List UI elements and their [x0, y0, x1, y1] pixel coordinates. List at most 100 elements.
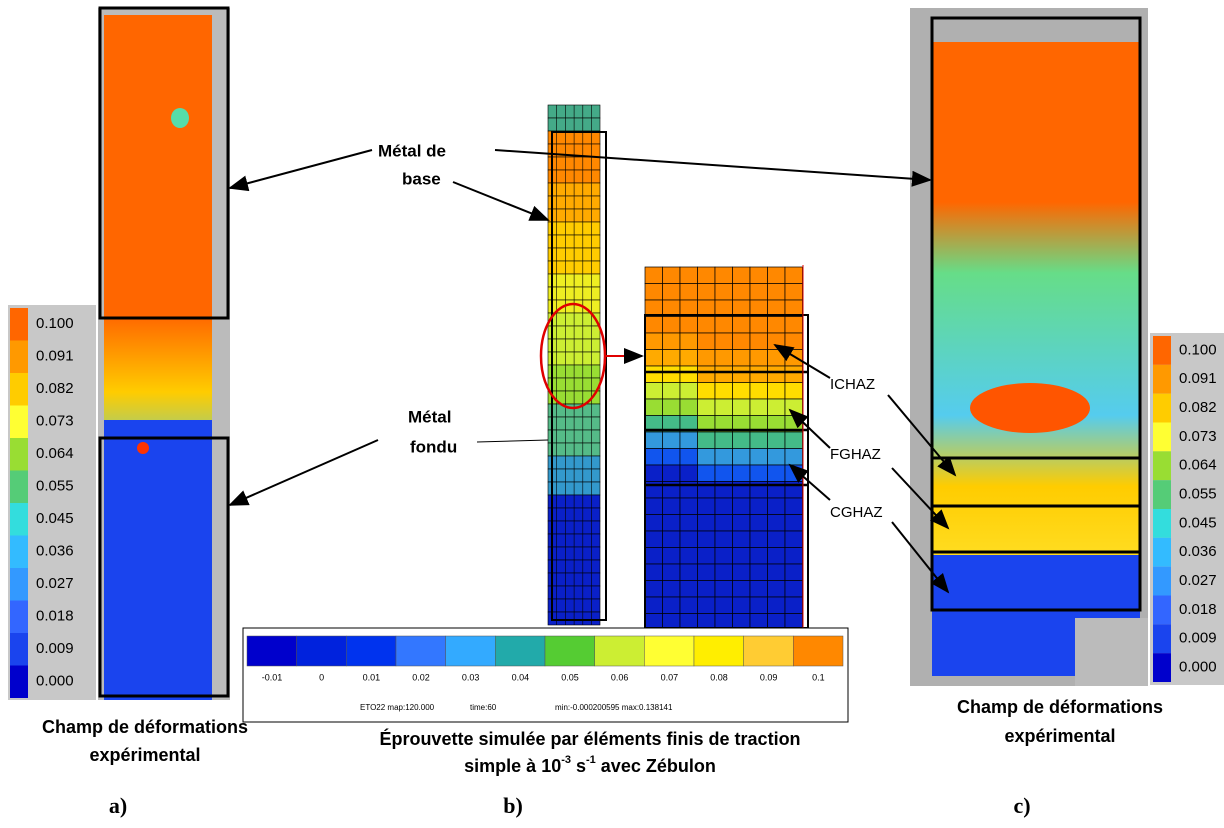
mesh-cell	[732, 349, 751, 367]
caption: Éprouvette simulée par éléments finis de…	[379, 728, 800, 749]
mesh-cell	[697, 266, 716, 284]
mesh-cell	[714, 514, 733, 532]
mesh-cell	[697, 349, 716, 367]
mesh-cell	[749, 514, 768, 532]
mesh-cell	[679, 448, 698, 466]
colorbar-label: 0.027	[36, 575, 74, 592]
mesh-cell	[714, 398, 733, 416]
mesh-cell	[749, 316, 768, 334]
mesh-cell	[767, 266, 786, 284]
colorbar-swatch	[1153, 624, 1171, 654]
mesh-cell	[662, 349, 681, 367]
mesh-cell	[732, 596, 751, 614]
panel-letter: c)	[1013, 793, 1030, 818]
mesh-cell	[679, 431, 698, 449]
caption: Champ de déformations	[42, 717, 248, 737]
caption: expérimental	[89, 745, 200, 765]
mesh-cell	[784, 266, 803, 284]
mesh-cell	[644, 332, 663, 350]
superscript: -1	[586, 754, 596, 766]
colorbar-swatch	[644, 635, 695, 667]
label: fondu	[410, 437, 457, 456]
colorbar-tick: 0.1	[812, 672, 825, 682]
colorbar-swatch	[544, 635, 595, 667]
caption-part: avec Zébulon	[596, 756, 716, 776]
colorbar-swatch	[10, 405, 28, 438]
mesh-cell	[749, 365, 768, 383]
colorbar-label: 0.073	[36, 413, 74, 430]
mesh-cell	[767, 283, 786, 301]
mesh-cell	[784, 431, 803, 449]
mesh-cell	[714, 563, 733, 581]
caption: Champ de déformations	[957, 697, 1163, 717]
colorbar-tick: 0.05	[561, 672, 579, 682]
mesh-cell	[679, 316, 698, 334]
colorbar-label: 0.064	[1179, 457, 1217, 474]
colorbar-swatch	[495, 635, 546, 667]
mesh-cell	[749, 382, 768, 400]
mesh-cell	[784, 530, 803, 548]
mesh-cell	[644, 497, 663, 515]
mesh-cell	[784, 596, 803, 614]
colorbar-swatch	[10, 633, 28, 666]
mesh-cell	[697, 316, 716, 334]
mesh-cell	[749, 431, 768, 449]
mesh-cell	[714, 596, 733, 614]
mesh-cell	[784, 580, 803, 598]
sim-colorbar: -0.01 0 0.01 0.02 0.03 0.04 0.05 0.06 0.07 0.08 0.…	[246, 635, 844, 682]
mesh-cell	[697, 563, 716, 581]
mesh-cell	[749, 332, 768, 350]
colorbar-swatch	[1153, 451, 1171, 481]
colorbar-label: 0.055	[36, 478, 74, 495]
mesh-cell	[679, 365, 698, 383]
mesh-cell	[714, 266, 733, 284]
mesh-cell	[644, 365, 663, 383]
footer: time:60	[470, 703, 497, 712]
mesh-cell	[662, 464, 681, 482]
colorbar-label: 0.073	[1179, 428, 1217, 445]
mesh-cell	[679, 530, 698, 548]
colorbar-swatch	[10, 665, 28, 698]
mesh-cell	[644, 283, 663, 301]
mesh-cell	[679, 382, 698, 400]
colorbar-label: 0.018	[1179, 601, 1217, 618]
mesh-cell	[697, 382, 716, 400]
label: base	[402, 169, 441, 188]
mesh-cell	[767, 497, 786, 515]
specimen-c	[910, 8, 1224, 686]
mesh-cell	[697, 398, 716, 416]
colorbar-tick: 0.06	[611, 672, 629, 682]
mesh-cell	[749, 266, 768, 284]
mesh-cell	[644, 266, 663, 284]
caption: simple à 10-3 s-1 avec Zébulon	[464, 754, 716, 776]
mesh-cell	[679, 497, 698, 515]
mesh-cell	[767, 349, 786, 367]
mesh-cell	[662, 547, 681, 565]
colorbar-swatch	[1153, 509, 1171, 538]
mesh-cell	[697, 596, 716, 614]
mesh-cell	[662, 266, 681, 284]
mesh-cell	[662, 398, 681, 416]
colorbar-tick: 0.07	[661, 672, 679, 682]
colorbar-label: 0.027	[1179, 572, 1217, 589]
panel-letter: a)	[109, 793, 127, 818]
mesh-cell	[767, 580, 786, 598]
colorbar-swatch	[793, 635, 844, 667]
mesh-cell	[732, 431, 751, 449]
mesh-cell	[749, 563, 768, 581]
mesh-cell	[767, 514, 786, 532]
mesh-cell	[732, 266, 751, 284]
mesh-cell	[697, 497, 716, 515]
mesh-cell	[784, 497, 803, 515]
mesh-cell	[784, 316, 803, 334]
colorbar-swatch	[296, 635, 347, 667]
mesh-cell	[697, 530, 716, 548]
colorbar-swatch	[10, 308, 28, 341]
mesh-cell	[662, 497, 681, 515]
mesh-cell	[697, 431, 716, 449]
colorbar-label: 0.082	[1179, 399, 1217, 416]
colorbar-label: 0.009	[1179, 630, 1217, 647]
mesh-cell	[749, 349, 768, 367]
mesh-cell	[679, 332, 698, 350]
footer: ETO22 map:120.000	[360, 703, 435, 712]
